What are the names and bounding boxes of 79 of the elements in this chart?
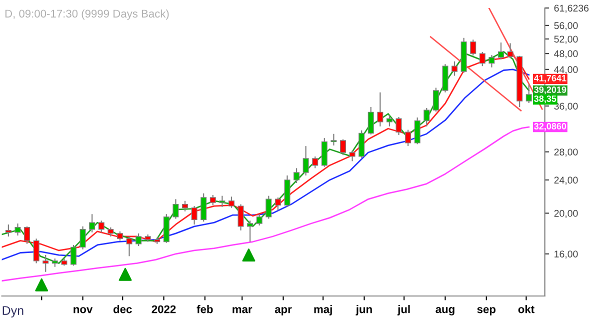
y-tick-label: 61,6236	[554, 4, 589, 13]
candlestick	[238, 204, 244, 231]
text: Dyn	[2, 306, 24, 318]
candlestick	[70, 244, 76, 266]
candlestick	[80, 226, 86, 250]
y-tick-label: 44,00	[554, 66, 578, 74]
candlestick	[414, 116, 420, 145]
chart-title: D, 09:00-17:30 (9999 Days Back)	[5, 9, 169, 20]
x-tick-label: apr	[274, 307, 292, 316]
candlestick	[108, 226, 114, 238]
candlestick	[321, 137, 328, 168]
candlestick	[136, 232, 142, 247]
point	[242, 248, 256, 262]
candlestick	[5, 224, 12, 238]
candlestick	[452, 60, 458, 76]
candlestick	[330, 133, 337, 146]
x-tick-label: maj	[314, 305, 332, 316]
data-label: 32,0860	[534, 123, 566, 131]
x-tick-label: okt	[518, 305, 534, 314]
candlestick	[340, 138, 346, 156]
x-tick-label: mar	[232, 307, 252, 314]
x-tick-label: nov	[74, 307, 93, 314]
x-tick-label: 2022	[152, 305, 176, 314]
candlestick	[182, 200, 188, 212]
candlestick	[200, 192, 207, 222]
candlestick	[432, 87, 439, 112]
candlestick	[386, 114, 392, 127]
candlestick	[274, 196, 281, 212]
candlestick	[479, 51, 486, 67]
candlestick	[191, 205, 198, 226]
candlestick	[368, 106, 374, 136]
candlestick	[507, 42, 514, 59]
candlestick	[312, 156, 318, 169]
candlestick	[210, 194, 216, 206]
data-label: 39,2019	[534, 86, 566, 94]
y-tick-label: 52,00	[554, 36, 578, 44]
candlestick	[405, 129, 412, 147]
y-tick-label: 16,00	[554, 250, 578, 259]
x-tick-label: jul	[397, 305, 410, 316]
data-label: 41,7641	[534, 74, 566, 83]
candlestick	[358, 130, 365, 158]
point	[118, 268, 132, 281]
candlestick	[470, 39, 476, 56]
x-tick-label: sep	[477, 307, 496, 316]
candlestick	[256, 214, 262, 226]
x-tick-label: aug	[436, 307, 454, 316]
candlestick	[228, 196, 234, 208]
line-series	[2, 126, 530, 282]
y-tick-label: 24,00	[554, 176, 578, 185]
y-tick-label: 20,00	[554, 210, 578, 218]
candlestick	[33, 238, 40, 264]
point	[35, 278, 48, 292]
candlestick	[377, 92, 384, 127]
x-tick-label: jun	[356, 305, 372, 316]
candlestick	[89, 214, 96, 233]
candlestick	[424, 107, 430, 127]
candlestick	[98, 220, 104, 233]
candlestick	[247, 220, 254, 242]
candlestick	[116, 230, 123, 242]
candlestick	[498, 42, 504, 60]
candlestick	[172, 198, 179, 220]
candlestick	[294, 168, 300, 184]
candlestick	[14, 222, 21, 236]
y-tick-label: 48,00	[554, 50, 578, 58]
candlestick	[24, 226, 30, 244]
y-tick-label: 56,00	[554, 22, 578, 30]
candlestick	[266, 195, 272, 220]
candlestick	[349, 150, 356, 162]
y-tick-label: 36,00	[554, 102, 578, 111]
candlestick	[126, 236, 132, 257]
candlestick	[302, 146, 309, 176]
candlestick	[488, 54, 495, 68]
y-tick-label: 28,00	[554, 148, 578, 157]
x-tick-label: feb	[196, 305, 213, 314]
text: 38,35	[534, 96, 556, 104]
candlestick	[42, 254, 49, 272]
x-tick-label: dec	[114, 305, 132, 314]
candlestick	[396, 116, 402, 136]
candlestick	[219, 195, 226, 208]
